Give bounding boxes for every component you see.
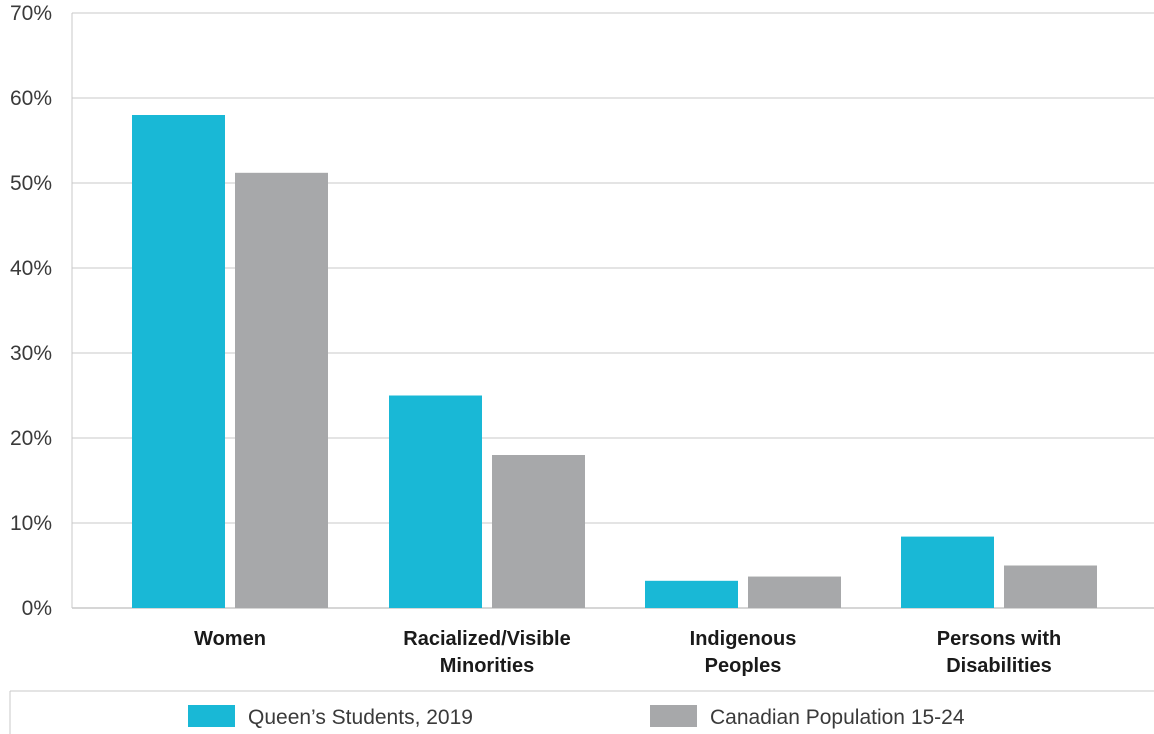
x-category-label: Disabilities — [946, 655, 1052, 677]
y-tick-label: 20% — [10, 427, 52, 450]
y-tick-label: 10% — [10, 512, 52, 535]
bar-series1-cat3 — [645, 580, 738, 608]
legend-swatch-series1 — [188, 705, 235, 727]
bar-series2-cat4 — [1004, 565, 1097, 608]
bar-series2-cat3 — [748, 576, 841, 608]
y-tick-label: 40% — [10, 257, 52, 280]
bar-series1-cat1 — [132, 115, 225, 608]
x-category-label: Indigenous — [690, 628, 797, 650]
legend-label-series2: Canadian Population 15-24 — [710, 706, 965, 729]
y-axis-tick-labels: 0% 10% 20% 30% 40% 50% 60% 70% — [10, 2, 52, 620]
x-axis-category-labels: Women Racialized/Visible Minorities Indigen… — [194, 628, 1061, 677]
legend: Queen’s Students, 2019 Canadian Populatio… — [9, 690, 1154, 734]
x-category-label: Persons with — [937, 628, 1061, 650]
bar-series1-cat4 — [901, 536, 994, 608]
y-tick-label: 30% — [10, 342, 52, 365]
bar-series2-cat2 — [492, 455, 585, 608]
legend-swatch-series2 — [650, 705, 697, 727]
x-category-label: Minorities — [440, 655, 534, 677]
gridlines — [71, 12, 1154, 609]
bars — [132, 115, 1097, 609]
bar-series1-cat2 — [389, 395, 482, 608]
x-category-label: Peoples — [705, 655, 782, 677]
x-category-label: Women — [194, 628, 266, 650]
y-tick-label: 0% — [22, 597, 52, 620]
y-tick-label: 70% — [10, 2, 52, 25]
y-tick-label: 50% — [10, 172, 52, 195]
legend-label-series1: Queen’s Students, 2019 — [248, 706, 473, 729]
y-tick-label: 60% — [10, 87, 52, 110]
x-category-label: Racialized/Visible — [403, 628, 571, 650]
bar-series2-cat1 — [235, 172, 328, 609]
